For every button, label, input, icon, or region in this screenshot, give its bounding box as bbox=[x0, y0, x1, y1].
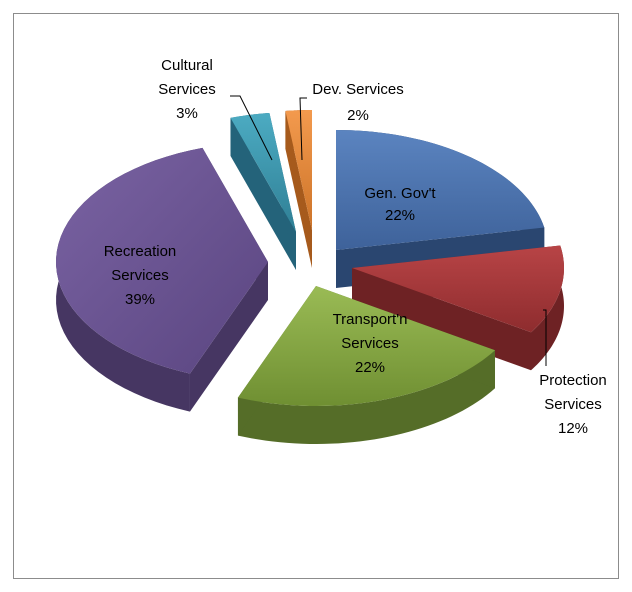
label-gen-govt: Gen. Gov't 22% bbox=[364, 185, 436, 224]
label-dev: Dev. Services 2% bbox=[312, 81, 403, 124]
label-dev-name: Dev. Services bbox=[312, 81, 403, 98]
label-transport-pct: 22% bbox=[355, 359, 385, 376]
pie-slice-wall-dev-0 bbox=[285, 110, 312, 269]
label-cultural-name-2: Services bbox=[158, 81, 216, 98]
label-cultural: Cultural Services 3% bbox=[158, 57, 216, 122]
pie-slice-trans bbox=[237, 286, 495, 444]
label-protection-name-2: Services bbox=[544, 396, 602, 413]
pie-slice-wall-prot-1 bbox=[352, 268, 531, 371]
label-recreation-name-2: Services bbox=[111, 267, 169, 284]
label-transport-name-2: Services bbox=[341, 335, 399, 352]
pie-slice-wall-rec-0 bbox=[189, 262, 268, 412]
leader-line-dev bbox=[299, 97, 307, 161]
pie-slice-prot bbox=[352, 245, 564, 371]
label-dev-pct: 2% bbox=[347, 107, 369, 124]
pie-slice-top-gen bbox=[336, 130, 545, 250]
pie-slice-top-rec bbox=[56, 147, 269, 374]
label-gen-govt-pct: 22% bbox=[385, 207, 415, 224]
label-protection: Protection Services 12% bbox=[539, 372, 607, 437]
label-cultural-name-1: Cultural bbox=[161, 57, 213, 74]
label-recreation-pct: 39% bbox=[125, 291, 155, 308]
label-recreation-name-1: Recreation bbox=[104, 243, 177, 260]
label-transport: Transport'n Services 22% bbox=[333, 311, 408, 376]
pie-slice-rec bbox=[56, 147, 269, 412]
pie-slice-top-prot bbox=[352, 245, 564, 333]
label-gen-govt-name: Gen. Gov't bbox=[364, 185, 436, 202]
label-cultural-pct: 3% bbox=[176, 105, 198, 122]
pie-slice-top-trans bbox=[237, 286, 495, 406]
label-protection-name-1: Protection bbox=[539, 372, 607, 389]
label-transport-name-1: Transport'n bbox=[333, 311, 408, 328]
pie-slice-wall-cult-0 bbox=[230, 117, 296, 270]
pie-slice-side-prot bbox=[530, 245, 564, 371]
label-recreation: Recreation Services 39% bbox=[104, 243, 177, 308]
pie-slice-top-dev bbox=[285, 110, 312, 230]
pie-slice-side-trans bbox=[237, 350, 495, 444]
label-protection-pct: 12% bbox=[558, 420, 588, 437]
pie-slice-cult bbox=[230, 112, 296, 271]
leader-line-protection bbox=[543, 309, 547, 366]
pie-slice-top-cult bbox=[230, 112, 296, 232]
leader-line-cultural bbox=[230, 95, 273, 161]
pie-slice-dev bbox=[285, 110, 312, 269]
